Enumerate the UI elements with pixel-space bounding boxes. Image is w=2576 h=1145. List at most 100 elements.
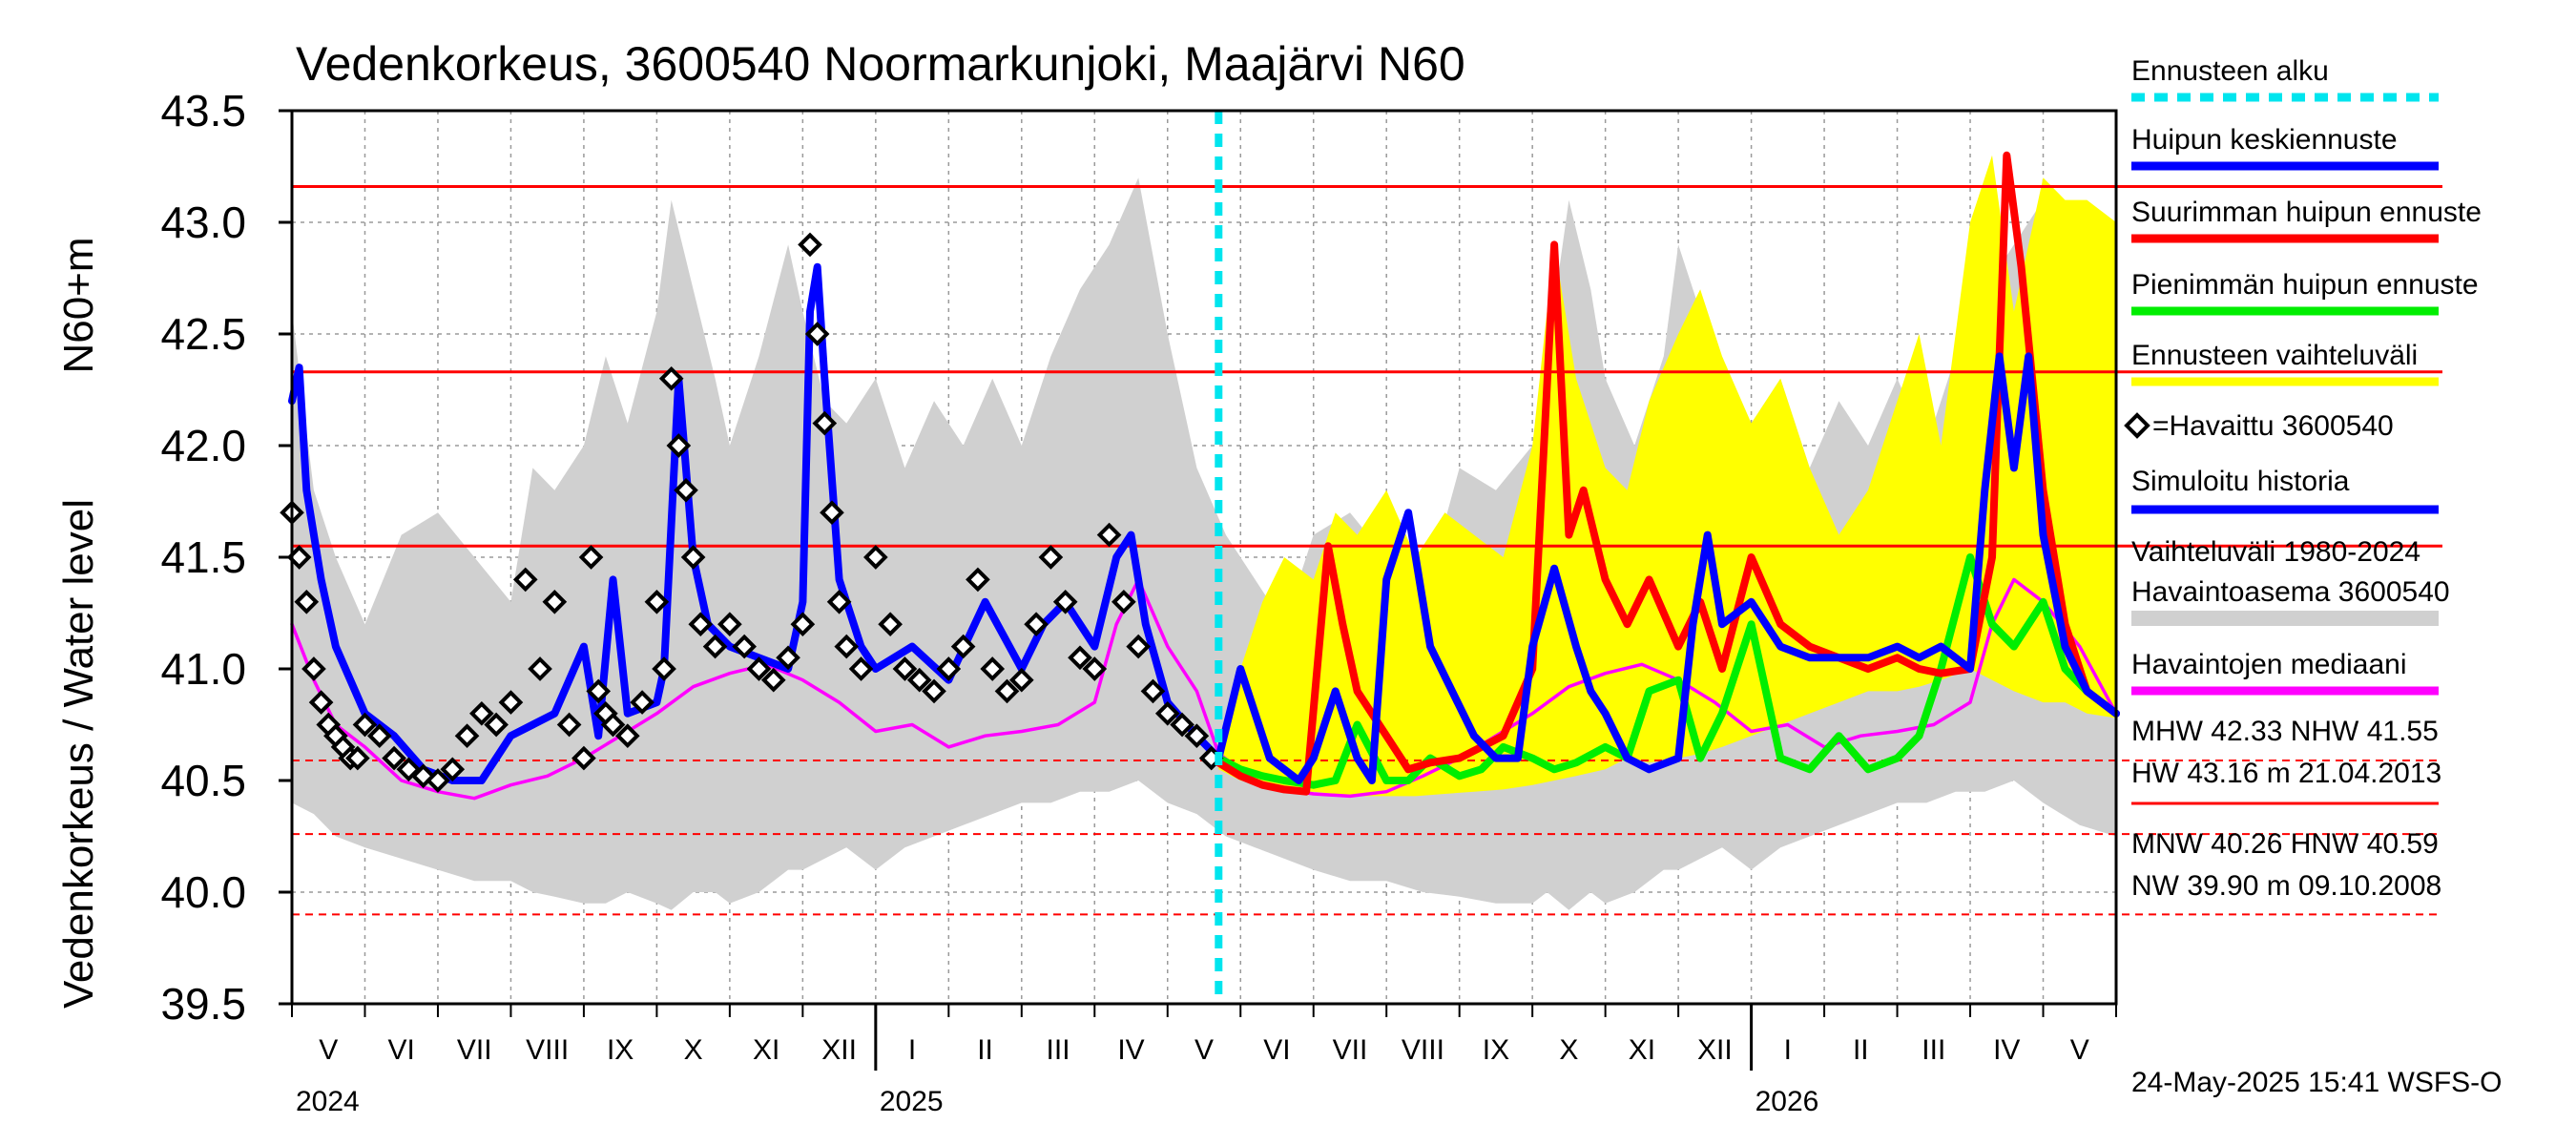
observed-marker — [484, 712, 509, 738]
series-line-3 — [1215, 151, 2120, 796]
stat-hw: HW 43.16 m 21.04.2013 — [2131, 758, 2441, 789]
y-axis-ticks: 43.5 43.0 42.5 42.0 41.5 41.0 40.5 40.0 39.5 — [160, 86, 292, 1029]
stat-mnw-hnw: MNW 40.26 HNW 40.59 — [2131, 828, 2439, 860]
observed-marker — [892, 656, 918, 681]
observed-marker — [936, 656, 962, 681]
observed-marker — [878, 612, 903, 637]
observed-marker — [658, 365, 684, 391]
observed-marker — [382, 745, 406, 771]
legend-label: Ennusteen vaihteluväli — [2131, 340, 2418, 371]
legend-label: Suurimman huipun ennuste — [2131, 197, 2482, 228]
legend-label: Havaintoasema 3600540 — [2131, 576, 2450, 608]
observed-marker — [1024, 612, 1049, 637]
observed-marker — [848, 656, 874, 681]
legend-label: Ennusteen alku — [2131, 55, 2329, 87]
month-label: I — [1784, 1034, 1792, 1066]
month-label: VII — [1333, 1034, 1368, 1066]
observed-marker — [1140, 678, 1166, 704]
observed-marker — [1096, 522, 1122, 548]
y-tick-label: 43.5 — [160, 86, 246, 135]
x-axis-months: V VI VII VIII IX X XI XII I II III IV V VI VII VIII IX X X… — [291, 1004, 2117, 1117]
y-tick-label: 41.0 — [160, 644, 246, 694]
legend: Ennusteen alku Huipun keskiennuste Suurimm… — [2124, 55, 2482, 696]
observed-marker — [571, 745, 596, 771]
month-label: XI — [1629, 1034, 1655, 1066]
observed-marker — [820, 500, 844, 526]
observed-marker — [674, 477, 698, 503]
observed-marker — [994, 678, 1020, 704]
stat-mhw-nhw: MHW 42.33 NHW 41.55 — [2131, 716, 2439, 747]
legend-label: Huipun keskiennuste — [2131, 124, 2398, 156]
observed-marker — [760, 667, 786, 693]
reference-lines — [292, 185, 2442, 916]
month-label: II — [977, 1034, 993, 1066]
y-tick-label: 42.5 — [160, 309, 246, 359]
month-label: I — [908, 1034, 916, 1066]
observed-marker — [1052, 589, 1078, 614]
observed-marker — [680, 545, 706, 570]
observed-marker — [630, 690, 654, 715]
observed-marker — [301, 656, 326, 681]
month-label: IX — [1483, 1034, 1509, 1066]
stat-nw: NW 39.90 m 09.10.2008 — [2131, 870, 2441, 902]
observed-marker — [426, 768, 450, 793]
month-label: IX — [607, 1034, 634, 1066]
observed-marker — [345, 745, 370, 771]
month-label: II — [1853, 1034, 1869, 1066]
statistics-block: MHW 42.33 NHW 41.55 HW 43.16 m 21.04.201… — [2131, 716, 2441, 902]
month-label: V — [2070, 1034, 2089, 1066]
month-label: VIII — [1402, 1034, 1444, 1066]
observed-marker — [688, 612, 714, 637]
y-tick-label: 41.5 — [160, 532, 246, 582]
observed-marker — [798, 232, 822, 258]
observed-marker — [1126, 634, 1151, 659]
observed-markers — [280, 232, 1224, 793]
observed-marker — [614, 723, 640, 749]
observed-marker — [812, 410, 838, 436]
observed-marker — [542, 589, 568, 614]
chart-title: Vedenkorkeus, 3600540 Noormarkunjoki, Ma… — [296, 37, 1465, 91]
observed-marker — [498, 690, 524, 715]
observed-marker — [1170, 712, 1195, 738]
observed-marker — [922, 678, 946, 704]
observed-marker — [776, 645, 800, 671]
series-line-2 — [1215, 553, 2120, 789]
y-tick-label: 43.0 — [160, 198, 246, 247]
observed-marker — [826, 589, 852, 614]
observed-marker — [352, 712, 378, 738]
y-tick-label: 40.5 — [160, 756, 246, 805]
month-label: VI — [388, 1034, 415, 1066]
observed-marker — [578, 545, 604, 570]
observed-marker — [528, 656, 552, 681]
observed-marker — [1038, 545, 1064, 570]
year-label: 2026 — [1755, 1086, 1819, 1117]
series-line-1 — [288, 262, 1223, 784]
observed-marker — [834, 634, 860, 659]
month-label: III — [1922, 1034, 1945, 1066]
legend-marker-observed — [2124, 412, 2150, 439]
observed-marker — [440, 757, 466, 782]
observed-marker — [746, 656, 772, 681]
observed-marker — [950, 634, 976, 659]
y-tick-label: 39.5 — [160, 979, 246, 1029]
legend-label: Pienimmän huipun ennuste — [2131, 269, 2479, 301]
legend-label: Simuloitu historia — [2131, 466, 2350, 497]
band-forecast-range — [1218, 155, 2116, 797]
observed-marker — [863, 545, 888, 570]
timestamp-label: 24-May-2025 15:41 WSFS-O — [2131, 1067, 2503, 1098]
series-lines — [288, 151, 2120, 801]
observed-marker — [980, 656, 1006, 681]
month-label: V — [319, 1034, 338, 1066]
observed-marker — [586, 678, 612, 704]
y-axis-unit-label: N60+m — [55, 237, 102, 373]
month-label: VIII — [526, 1034, 569, 1066]
observed-marker — [556, 712, 582, 738]
observed-marker — [652, 656, 676, 681]
legend-label: Havaintojen mediaani — [2131, 649, 2407, 680]
month-label: XII — [1697, 1034, 1733, 1066]
observed-marker — [294, 589, 320, 614]
month-label: X — [684, 1034, 703, 1066]
observed-marker — [666, 433, 692, 458]
month-label: XI — [753, 1034, 779, 1066]
observed-marker — [1008, 667, 1034, 693]
